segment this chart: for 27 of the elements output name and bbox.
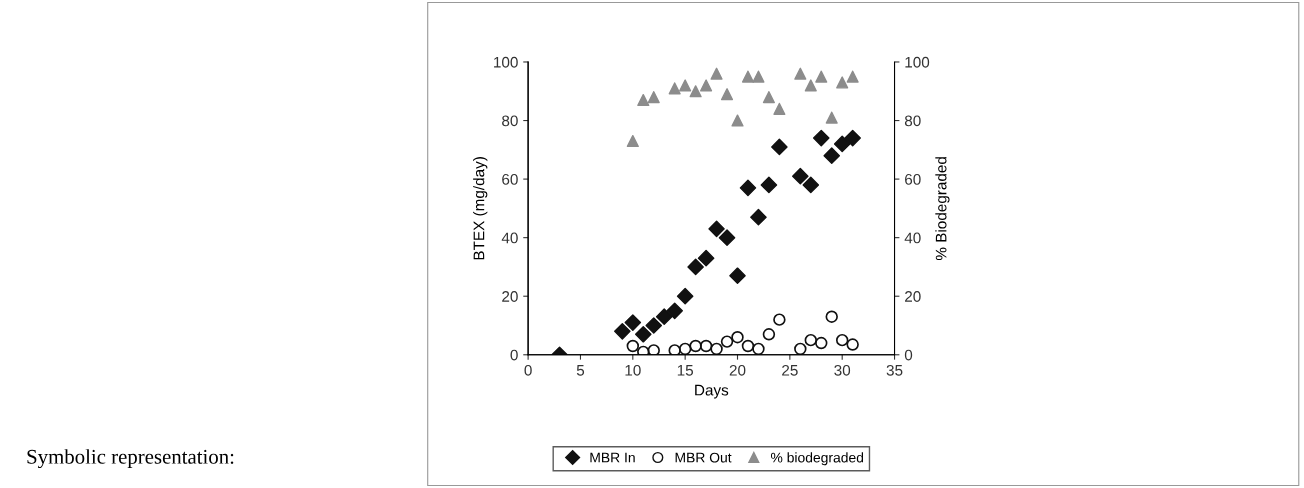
y-tick-label: 80 xyxy=(502,115,518,127)
x-tick-label: 5 xyxy=(576,365,585,376)
y-tick-label: 100 xyxy=(494,56,518,68)
y-tick-label: 0 xyxy=(510,349,518,361)
x-tick-label: 30 xyxy=(834,364,851,376)
y2-axis-title: % Biodegraded xyxy=(935,157,950,261)
legend-label: % biodegraded xyxy=(770,452,864,466)
x-tick-label: 10 xyxy=(625,364,641,376)
legend-label: MBR Out xyxy=(675,452,732,463)
x-tick-label: 0 xyxy=(524,364,532,376)
y2-tick-label: 100 xyxy=(905,56,930,68)
x-tick-label: 15 xyxy=(677,365,694,376)
y-axis-title: BTEX (mg/day) xyxy=(473,157,488,260)
x-axis-title: Days xyxy=(695,384,729,399)
y-tick-label: 40 xyxy=(501,232,518,244)
y2-tick-label: 80 xyxy=(904,115,921,127)
y2-tick-label: 20 xyxy=(905,291,921,302)
x-tick-label: 20 xyxy=(729,364,746,376)
x-tick-label: 25 xyxy=(782,364,798,376)
y2-tick-label: 60 xyxy=(905,173,921,185)
text: Symbolic representation: xyxy=(27,449,234,469)
x-tick-label: 35 xyxy=(886,364,903,376)
y-tick-label: 20 xyxy=(502,291,518,302)
legend-label: MBR In xyxy=(590,452,635,463)
y-tick-label: 60 xyxy=(502,173,518,185)
y2-tick-label: 0 xyxy=(904,349,913,361)
y2-tick-label: 40 xyxy=(904,232,921,244)
